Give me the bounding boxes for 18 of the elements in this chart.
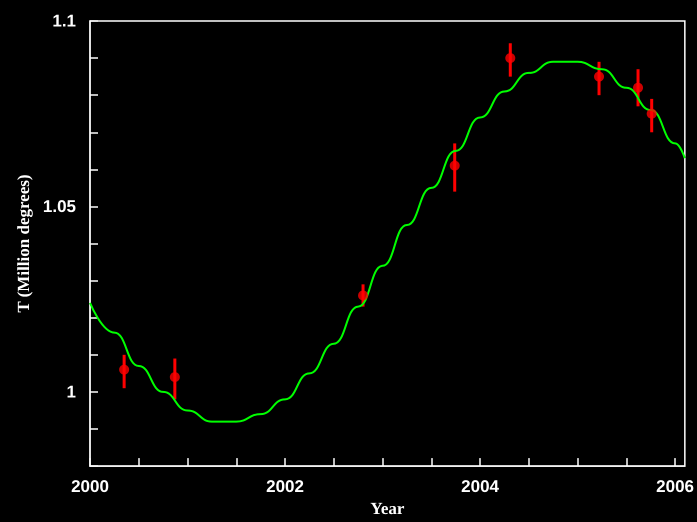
x-tick-label: 2004 [461, 477, 500, 496]
y-tick-label: 1 [66, 382, 76, 402]
point [358, 290, 368, 300]
x-tick-label: 2002 [266, 477, 304, 496]
x-tick-label: 2006 [656, 477, 694, 496]
x-tick-label: 2000 [71, 477, 109, 496]
point [505, 53, 516, 64]
point [170, 372, 180, 382]
line-series [89, 60, 686, 423]
point [633, 82, 644, 93]
point [450, 160, 460, 171]
y-tick-label: 1.1 [52, 12, 76, 30]
point [646, 108, 657, 119]
point [119, 364, 130, 375]
point [594, 72, 604, 82]
y-tick-label: 1.05 [42, 196, 76, 216]
x-axis-title: Year [370, 499, 405, 518]
y-axis-title: T (Million degrees) [14, 174, 33, 313]
